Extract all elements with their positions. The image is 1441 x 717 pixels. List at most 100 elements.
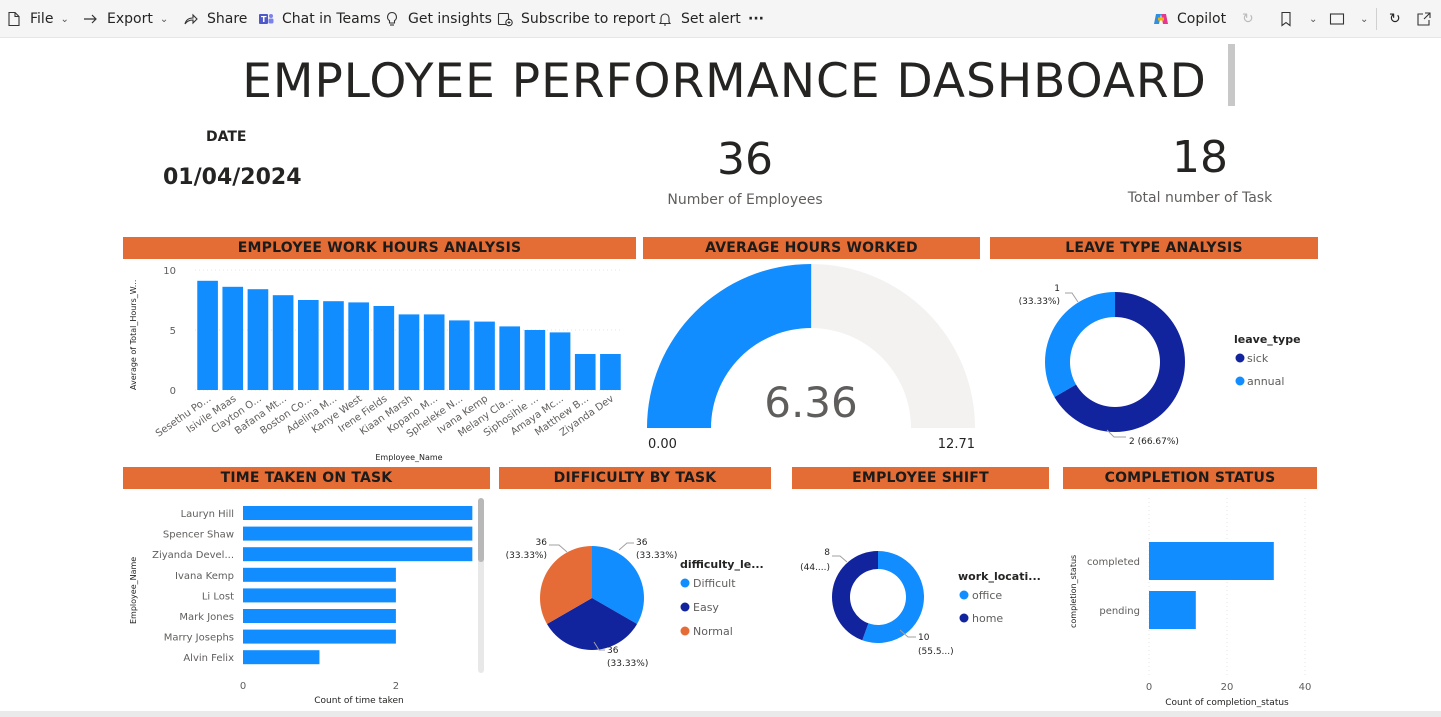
slice-label-annual-count: 1 (1054, 284, 1060, 294)
expand-button[interactable] (1416, 10, 1440, 28)
bar[interactable] (247, 289, 269, 390)
get-insights-label: Get insights (408, 11, 492, 27)
bar[interactable] (243, 567, 396, 582)
slice-normal[interactable] (540, 546, 592, 624)
bar[interactable] (549, 332, 571, 390)
legend-marker-easy (680, 602, 690, 612)
bar[interactable] (348, 302, 369, 390)
bottom-scroll-strip (0, 711, 1441, 717)
slice-label-normal-pct: (33.33%) (506, 551, 547, 561)
chat-in-teams-button[interactable]: T Chat in Teams (258, 10, 381, 28)
bar[interactable] (474, 321, 495, 390)
bar[interactable] (243, 629, 396, 644)
expand-icon (1417, 12, 1431, 26)
kpi-tasks-value: 18 (1172, 132, 1228, 183)
label-leader-line (832, 555, 848, 563)
slice-label-easy-count: 36 (607, 646, 619, 656)
bar[interactable] (272, 295, 294, 390)
legend-item-difficult[interactable]: Difficult (693, 577, 736, 590)
bar[interactable] (197, 280, 218, 390)
bookmark-menu[interactable]: ⌄ (1278, 10, 1317, 28)
bar[interactable] (297, 300, 319, 390)
legend-item-easy[interactable]: Easy (693, 601, 719, 614)
completion-status-chart[interactable]: completion_status Count of completion_st… (1063, 490, 1317, 708)
y-tick-label: Ivana Kemp (175, 571, 234, 582)
bar[interactable] (222, 286, 244, 390)
gauge-max-label: 12.71 (938, 437, 975, 452)
legend-title: leave_type (1234, 333, 1301, 346)
legend-title: difficulty_le... (680, 558, 764, 571)
legend-item-normal[interactable]: Normal (693, 625, 733, 638)
copilot-button[interactable]: Copilot (1153, 10, 1226, 28)
kpi-employees-value: 36 (717, 134, 773, 185)
work-hours-chart[interactable]: Average of Total_Hours_W... Employee_Nam… (123, 260, 636, 465)
copilot-label: Copilot (1177, 11, 1227, 27)
legend-item-office[interactable]: office (972, 589, 1002, 602)
bar[interactable] (243, 506, 473, 520)
difficulty-chart[interactable]: 36 (33.33%) 36 (33.33%) 36 (33.33%) diff… (499, 490, 771, 708)
header-work-hours: EMPLOYEE WORK HOURS ANALYSIS (123, 237, 636, 259)
more-options-button[interactable]: ··· (748, 10, 764, 28)
refresh-icon: ↻ (1389, 11, 1401, 27)
file-menu[interactable]: File ⌄ (6, 10, 69, 28)
slice-label-normal-count: 36 (536, 538, 548, 548)
y-axis-label: completion_status (1069, 555, 1078, 628)
subscribe-button[interactable]: Subscribe to report (497, 10, 656, 28)
legend-item-home[interactable]: home (972, 612, 1003, 625)
bar[interactable] (373, 306, 395, 390)
legend-marker-office (959, 590, 969, 600)
bar[interactable] (323, 301, 344, 390)
kpi-tasks-label: Total number of Task (1127, 190, 1273, 206)
bar[interactable] (499, 326, 521, 390)
bar[interactable] (600, 354, 621, 390)
bar[interactable] (449, 320, 470, 390)
reset-button[interactable]: ↻ (1242, 10, 1254, 28)
slice-difficult[interactable] (592, 546, 644, 624)
leave-type-chart[interactable]: 1 (33.33%) 2 (66.67%) leave_type sick an… (990, 260, 1318, 465)
header-leave-type: LEAVE TYPE ANALYSIS (990, 237, 1318, 259)
legend-item-annual[interactable]: annual (1247, 375, 1284, 388)
slice-annual[interactable] (1045, 292, 1115, 397)
bar[interactable] (1149, 542, 1274, 580)
set-alert-label: Set alert (681, 11, 741, 27)
set-alert-button[interactable]: Set alert (657, 10, 741, 28)
y-tick-label: Alvin Felix (183, 653, 234, 664)
time-taken-chart[interactable]: Employee_Name Count of time taken Lauryn… (123, 490, 490, 708)
slice-easy[interactable] (546, 598, 638, 650)
kpi-employees-label: Number of Employees (667, 192, 823, 208)
toolbar-divider (1376, 8, 1377, 30)
legend-marker-annual (1235, 376, 1245, 386)
scrollbar-thumb[interactable] (478, 498, 484, 562)
slice-sick[interactable] (1054, 292, 1185, 432)
legend-marker-sick (1235, 353, 1245, 363)
x-tick-label: 2 (393, 681, 399, 692)
file-label: File (30, 11, 54, 27)
refresh-button[interactable]: ↻ (1389, 10, 1401, 28)
average-hours-gauge[interactable]: 6.36 0.00 12.71 (643, 260, 980, 465)
legend-item-sick[interactable]: sick (1247, 352, 1269, 365)
x-tick-label: 0 (1146, 682, 1152, 693)
header-difficulty: DIFFICULTY BY TASK (499, 467, 771, 489)
bar[interactable] (574, 354, 596, 390)
bar[interactable] (1149, 591, 1196, 629)
label-leader-line (899, 629, 916, 638)
bar[interactable] (398, 314, 420, 390)
bar[interactable] (423, 314, 445, 390)
bar[interactable] (243, 526, 473, 541)
label-leader-line (618, 542, 634, 551)
bar[interactable] (243, 588, 396, 603)
y-tick-label: 5 (170, 326, 176, 337)
share-button[interactable]: Share (183, 10, 247, 28)
bar[interactable] (243, 609, 396, 623)
employee-shift-chart[interactable]: 8 (44....) 10 (55.5...) work_locati... o… (792, 490, 1049, 708)
export-menu[interactable]: Export ⌄ (83, 10, 168, 28)
get-insights-button[interactable]: Get insights (384, 10, 492, 28)
file-icon (8, 11, 20, 27)
subscribe-label: Subscribe to report (521, 11, 656, 27)
view-menu[interactable]: ⌄ (1329, 10, 1368, 28)
bar[interactable] (243, 650, 320, 665)
slice-office[interactable] (862, 551, 924, 643)
bar[interactable] (243, 547, 473, 562)
slice-home[interactable] (832, 551, 878, 641)
bar[interactable] (524, 330, 546, 390)
